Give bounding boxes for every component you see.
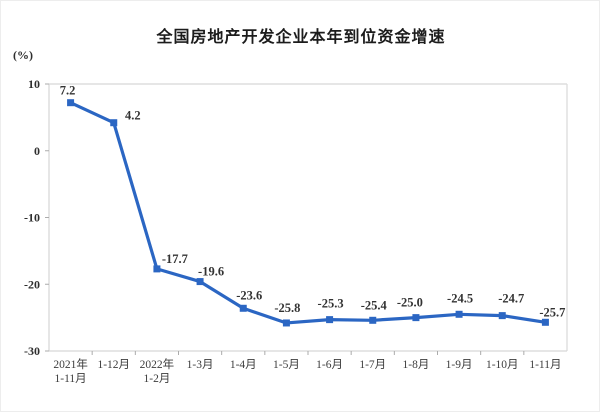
x-axis-label: 2022年	[140, 357, 175, 371]
data-label: 7.2	[60, 84, 76, 98]
x-axis-label: 1-12月	[97, 359, 130, 371]
data-label: -19.6	[198, 265, 224, 279]
x-axis-label: 1-2月	[143, 373, 170, 385]
data-point-marker	[282, 319, 290, 327]
data-label: -17.7	[162, 252, 188, 266]
x-axis-label: 1-10月	[486, 359, 519, 371]
x-axis-label: 1-8月	[402, 359, 429, 371]
data-point-marker	[153, 265, 161, 273]
data-point-marker	[110, 119, 118, 127]
chart-title: 全国房地产开发企业本年到位资金增速	[156, 29, 446, 46]
data-point-marker	[196, 278, 204, 286]
data-label: -25.4	[361, 298, 388, 312]
data-point-marker	[239, 304, 247, 312]
data-label: -25.0	[397, 296, 423, 310]
data-label: 4.2	[125, 109, 141, 123]
y-axis-unit-label: (%)	[13, 48, 33, 62]
x-axis-label: 1-7月	[359, 359, 386, 371]
x-axis-label: 1-11月	[529, 359, 561, 371]
y-axis-label: 10	[28, 77, 40, 91]
x-axis-label: 1-6月	[316, 359, 343, 371]
x-axis-label: 1-5月	[273, 359, 300, 371]
data-point-marker	[455, 310, 463, 318]
data-point-marker	[326, 316, 334, 324]
data-label: -24.5	[447, 291, 473, 305]
data-point-marker	[541, 318, 549, 326]
x-axis-label: 1-4月	[230, 359, 257, 371]
series-line	[68, 101, 548, 325]
data-label: -25.7	[539, 305, 565, 319]
data-point-marker	[67, 99, 75, 107]
y-axis-label: -30	[24, 344, 40, 358]
x-axis-label: 1-11月	[55, 373, 87, 385]
data-point-marker	[498, 312, 506, 320]
data-label: -23.6	[236, 288, 262, 302]
x-axis-label: 1-3月	[187, 359, 214, 371]
y-axis-label: -10	[24, 211, 40, 225]
y-axis-label: 0	[34, 144, 40, 158]
data-label: -25.8	[274, 301, 300, 315]
data-point-marker	[369, 316, 377, 324]
data-label: -25.3	[318, 297, 344, 311]
data-label: -24.7	[498, 292, 524, 306]
data-point-marker	[412, 314, 420, 322]
x-axis-label: 2021年	[53, 357, 88, 371]
y-axis-label: -20	[24, 277, 40, 291]
x-axis-label: 1-9月	[446, 359, 473, 371]
